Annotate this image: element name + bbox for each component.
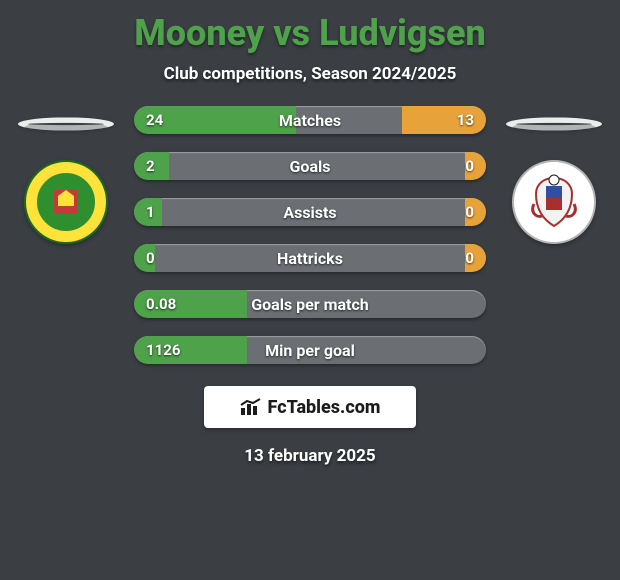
- stat-bar-row: 2 0Goals: [134, 152, 486, 180]
- left-team-crest: [24, 160, 108, 244]
- brand-text: FcTables.com: [268, 397, 381, 418]
- player-silhouette-placeholder-right: [506, 117, 602, 130]
- stat-bar-label: Goals: [134, 152, 486, 180]
- stat-bar-row: 1126Min per goal: [134, 336, 486, 364]
- stat-bar-right-value: 0: [465, 152, 474, 180]
- brand-chart-icon: [240, 398, 262, 416]
- stat-bar-left-value: 1126: [146, 336, 180, 364]
- stat-bar-left-value: 2: [146, 152, 155, 180]
- comparison-canvas: Mooney vs Ludvigsen Club competitions, S…: [0, 0, 620, 580]
- subtitle: Club competitions, Season 2024/2025: [0, 64, 620, 84]
- stat-bars: 2413Matches20Goals10Assists00Hattricks0.…: [134, 106, 486, 364]
- stat-bar-label: Hattricks: [134, 244, 486, 272]
- crest-left-icon: [24, 160, 108, 244]
- left-side: [6, 106, 126, 244]
- content-row: 2413Matches20Goals10Assists00Hattricks0.…: [0, 106, 620, 364]
- stat-bar-left-value: 0: [146, 244, 155, 272]
- stat-bar-left-value: 0.08: [146, 290, 176, 318]
- page-title: Mooney vs Ludvigsen: [0, 12, 620, 54]
- brand-badge[interactable]: FcTables.com: [204, 386, 416, 428]
- stat-bar-row: 2413Matches: [134, 106, 486, 134]
- stat-bar-left-value: 1: [146, 198, 155, 226]
- crest-right-icon: [512, 160, 596, 244]
- player-silhouette-placeholder-left: [18, 117, 114, 130]
- stat-bar-right-value: 0: [465, 198, 474, 226]
- right-team-crest: [512, 160, 596, 244]
- right-side: [494, 106, 614, 244]
- stat-bar-row: 1 0Assists: [134, 198, 486, 226]
- stat-bar-row: 0 0Hattricks: [134, 244, 486, 272]
- stat-bar-row: 0.08Goals per match: [134, 290, 486, 318]
- stat-bar-right-value: 13: [457, 106, 474, 134]
- date-line: 13 february 2025: [0, 446, 620, 466]
- stat-bar-label: Assists: [134, 198, 486, 226]
- stat-bar-left-value: 24: [146, 106, 163, 134]
- stat-bar-right-value: 0: [465, 244, 474, 272]
